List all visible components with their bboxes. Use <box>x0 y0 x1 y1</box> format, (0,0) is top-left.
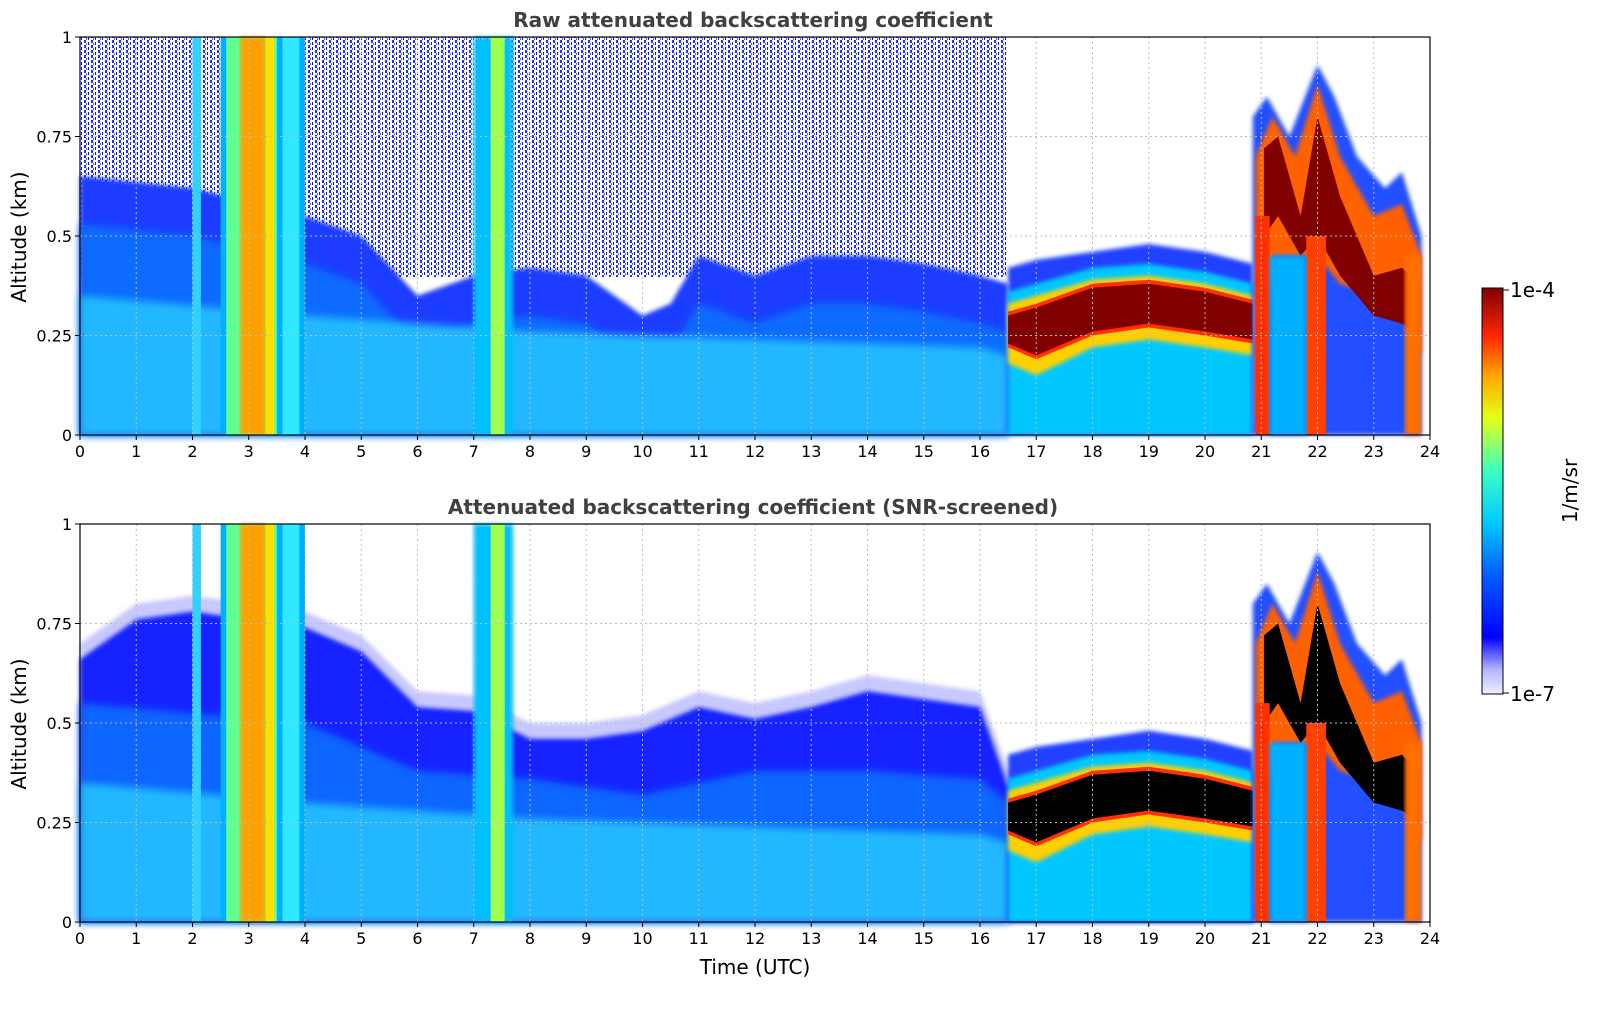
x-tick-label: 14 <box>857 442 877 461</box>
colorbar-tick-min: 1e-7 <box>1510 682 1555 706</box>
y-tick-label: 1 <box>62 515 72 534</box>
y-tick-label: 0.5 <box>47 227 72 246</box>
x-tick-label: 10 <box>632 929 652 948</box>
x-tick-label: 12 <box>745 442 765 461</box>
y-axis-label: Altitude (km) <box>7 171 31 302</box>
precip-shaft-core <box>490 524 505 922</box>
chart-title: Raw attenuated backscattering coefficien… <box>513 8 993 32</box>
rain-gap <box>1269 255 1307 435</box>
rain-shaft <box>1255 703 1270 922</box>
x-tick-label: 11 <box>689 442 709 461</box>
x-axis: 0 1 2 3 4 5 6 7 8 9 10 11 12 13 14 15 16 17 18 19 20 21 22 23 24 <box>75 435 1440 461</box>
x-axis-label: Time (UTC) <box>699 955 811 979</box>
x-tick-label: 3 <box>244 929 254 948</box>
x-tick-label: 3 <box>244 442 254 461</box>
x-tick-label: 0 <box>75 442 85 461</box>
x-tick-label: 1 <box>131 929 141 948</box>
precip-shaft-core <box>265 37 275 435</box>
precip-shaft-core <box>265 524 275 922</box>
y-axis: 0 0.25 0.5 0.75 1 <box>36 28 80 445</box>
x-tick-label: 24 <box>1420 929 1440 948</box>
x-tick-label: 0 <box>75 929 85 948</box>
x-tick-label: 5 <box>356 442 366 461</box>
x-axis: 0 1 2 3 4 5 6 7 8 9 10 11 12 13 14 15 16 17 18 19 20 21 22 23 24 <box>75 922 1440 948</box>
x-tick-label: 13 <box>801 442 821 461</box>
precip-shaft-core <box>490 37 505 435</box>
panel-snr-screened: Attenuated backscattering coefficient (S… <box>7 495 1440 979</box>
cloud-core <box>1008 283 1253 356</box>
y-tick-label: 0 <box>62 913 72 932</box>
gridlines <box>80 37 1430 435</box>
rain-shaft <box>1404 742 1422 922</box>
x-tick-label: 4 <box>300 929 310 948</box>
x-tick-label: 24 <box>1420 442 1440 461</box>
x-tick-label: 7 <box>469 929 479 948</box>
boundary-layer <box>80 782 1009 922</box>
x-tick-label: 15 <box>914 929 934 948</box>
y-tick-label: 1 <box>62 28 72 47</box>
rain-shaft <box>1404 255 1422 435</box>
x-tick-label: 11 <box>689 929 709 948</box>
y-tick-label: 0.5 <box>47 714 72 733</box>
colorbar: 1e-4 1e-7 1/m/sr <box>1481 278 1582 706</box>
panel-raw-backscatter: Raw attenuated backscattering coefficien… <box>7 8 1440 461</box>
rain-cloud-core <box>1264 603 1419 823</box>
x-tick-label: 9 <box>581 442 591 461</box>
y-tick-label: 0.25 <box>36 814 72 833</box>
boundary-layer <box>80 295 1009 435</box>
rain-cloud-core <box>1264 116 1419 336</box>
x-tick-label: 4 <box>300 442 310 461</box>
x-tick-label: 17 <box>1026 442 1046 461</box>
x-tick-label: 1 <box>131 442 141 461</box>
x-tick-label: 12 <box>745 929 765 948</box>
x-tick-label: 19 <box>1139 929 1159 948</box>
y-tick-label: 0.25 <box>36 327 72 346</box>
x-tick-label: 6 <box>412 929 422 948</box>
x-tick-label: 18 <box>1082 442 1102 461</box>
y-axis-label: Altitude (km) <box>7 658 31 789</box>
x-tick-label: 18 <box>1082 929 1102 948</box>
x-tick-label: 22 <box>1307 442 1327 461</box>
cloud-core <box>1008 770 1253 843</box>
x-tick-label: 23 <box>1364 442 1384 461</box>
x-tick-label: 16 <box>970 442 990 461</box>
x-tick-label: 19 <box>1139 442 1159 461</box>
clear-air <box>1008 37 1253 284</box>
x-tick-label: 15 <box>914 442 934 461</box>
x-tick-label: 23 <box>1364 929 1384 948</box>
x-tick-label: 2 <box>187 442 197 461</box>
x-tick-label: 8 <box>525 442 535 461</box>
x-tick-label: 17 <box>1026 929 1046 948</box>
rain-shaft <box>1255 216 1270 435</box>
gridlines <box>80 524 1430 922</box>
colorbar-gradient <box>1481 287 1504 695</box>
rain-gap <box>1269 742 1307 922</box>
y-tick-label: 0.75 <box>36 128 72 147</box>
x-tick-label: 14 <box>857 929 877 948</box>
x-tick-label: 5 <box>356 929 366 948</box>
x-tick-label: 2 <box>187 929 197 948</box>
x-tick-label: 13 <box>801 929 821 948</box>
x-tick-label: 22 <box>1307 929 1327 948</box>
x-tick-label: 9 <box>581 929 591 948</box>
x-tick-label: 21 <box>1251 442 1271 461</box>
x-tick-label: 20 <box>1195 442 1215 461</box>
x-tick-label: 6 <box>412 442 422 461</box>
x-tick-label: 7 <box>469 442 479 461</box>
y-tick-label: 0.75 <box>36 615 72 634</box>
chart-title: Attenuated backscattering coefficient (S… <box>448 495 1058 519</box>
x-tick-label: 8 <box>525 929 535 948</box>
colorbar-tick-max: 1e-4 <box>1510 278 1555 302</box>
y-tick-label: 0 <box>62 426 72 445</box>
x-tick-label: 20 <box>1195 929 1215 948</box>
x-tick-label: 21 <box>1251 929 1271 948</box>
y-axis: 0 0.25 0.5 0.75 1 <box>36 515 80 932</box>
x-tick-label: 16 <box>970 929 990 948</box>
x-tick-label: 10 <box>632 442 652 461</box>
colorbar-label: 1/m/sr <box>1558 458 1582 523</box>
